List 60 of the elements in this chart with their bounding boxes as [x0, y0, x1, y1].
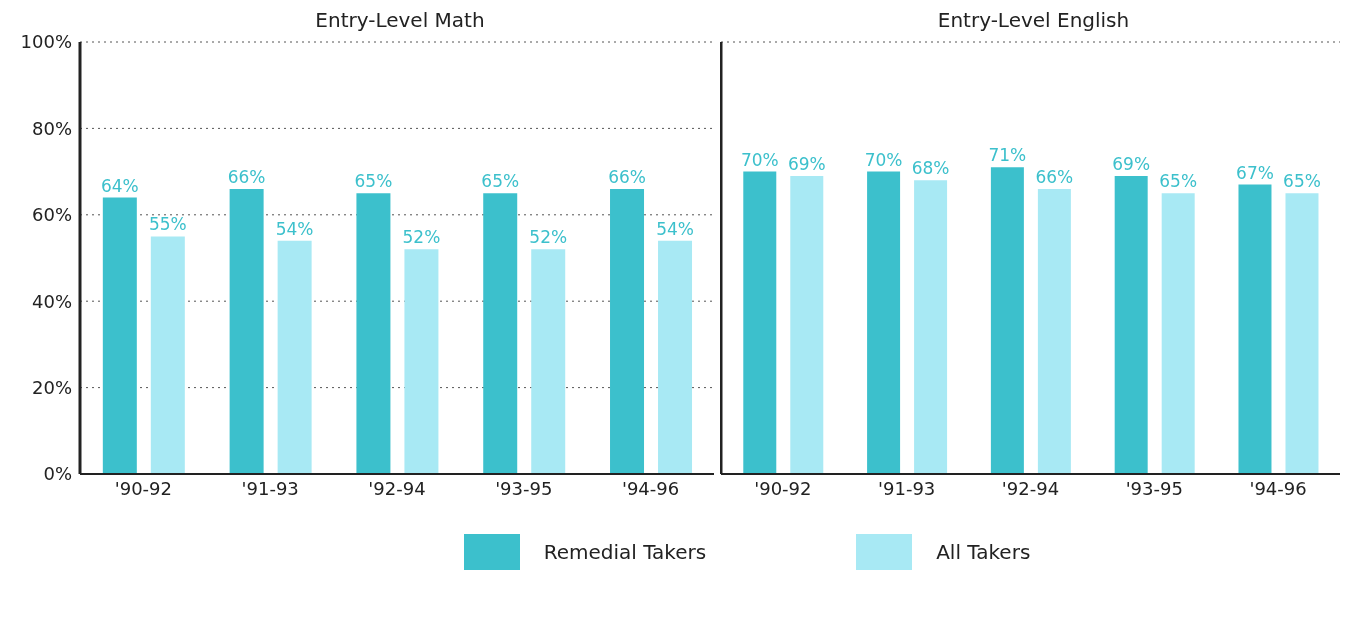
data-label: 54%	[275, 218, 314, 239]
data-label: 70%	[864, 149, 903, 170]
bar	[658, 240, 693, 474]
data-label: 67%	[1236, 162, 1274, 183]
data-label: 69%	[787, 153, 826, 174]
bar	[404, 249, 439, 474]
bar	[150, 236, 185, 474]
data-label: 65%	[354, 171, 393, 192]
y-tick-label: 100%	[20, 31, 72, 53]
bar	[1238, 184, 1272, 474]
data-label: 52%	[402, 227, 441, 248]
x-tick-label: '92-94	[1001, 477, 1060, 499]
bar	[277, 240, 312, 474]
bar	[743, 171, 777, 474]
y-tick-label: 0%	[43, 463, 72, 485]
data-label: 66%	[1035, 166, 1074, 187]
x-tick-label: '91-93	[878, 477, 936, 499]
data-label: 70%	[740, 149, 779, 170]
data-label: 52%	[529, 227, 568, 248]
bar	[229, 188, 264, 474]
x-tick-label: '90-92	[114, 477, 173, 499]
bar	[790, 175, 824, 474]
bar	[356, 193, 391, 474]
chart-title: Entry-Level Math	[315, 8, 485, 32]
chart-title: Entry-Level English	[936, 8, 1131, 34]
data-label: 65%	[1283, 171, 1321, 192]
data-label: 68%	[911, 158, 950, 179]
bar	[531, 249, 566, 474]
y-tick-label: 60%	[31, 204, 72, 226]
bar	[1037, 188, 1071, 474]
data-label: 64%	[100, 175, 139, 196]
x-tick-label: '90-92	[754, 477, 812, 499]
bar	[483, 193, 518, 474]
bar	[102, 197, 137, 474]
y-tick-label: 80%	[31, 117, 72, 139]
legend-label: All Takers	[936, 540, 1031, 564]
bar	[990, 167, 1024, 474]
data-label: 55%	[148, 214, 187, 235]
bar	[1161, 193, 1195, 474]
legend-label: Remedial Takers	[543, 540, 707, 564]
data-label: 54%	[656, 218, 694, 239]
data-label: 66%	[227, 166, 266, 187]
data-label: 69%	[1112, 153, 1151, 174]
x-tick-label: '91-93	[241, 477, 299, 499]
data-label: 65%	[481, 171, 520, 192]
y-tick-label: 40%	[31, 290, 72, 312]
bar	[867, 171, 901, 474]
x-tick-label: '93-95	[495, 477, 553, 499]
x-tick-label: '94-96	[1249, 477, 1307, 499]
data-label: 71%	[988, 145, 1027, 166]
x-tick-label: '93-95	[1125, 477, 1183, 499]
x-tick-label: '92-94	[368, 477, 426, 499]
bar	[914, 180, 948, 474]
bar	[610, 188, 645, 474]
y-tick-label: 20%	[31, 376, 72, 398]
data-label: 65%	[1159, 171, 1198, 192]
data-label: 66%	[608, 166, 646, 187]
bar	[1114, 175, 1148, 474]
x-tick-label: '94-96	[621, 477, 680, 499]
bar	[1285, 193, 1319, 474]
